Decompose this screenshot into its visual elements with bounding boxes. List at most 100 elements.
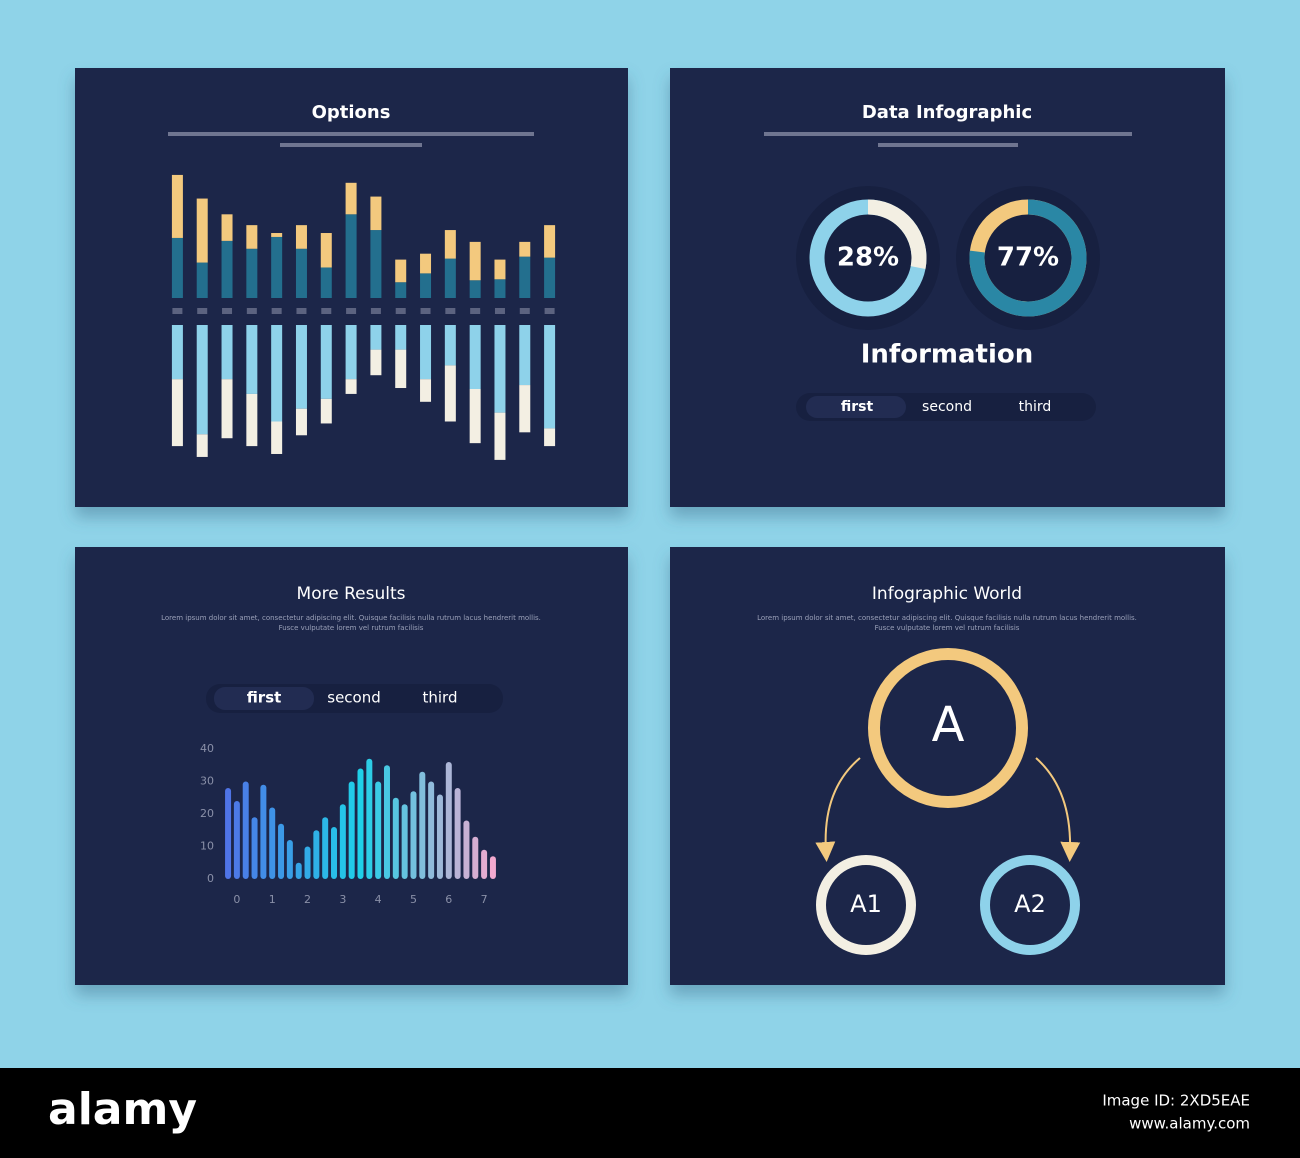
- bar: [428, 781, 435, 879]
- bar: [295, 862, 302, 879]
- axis-label-placeholder: [321, 308, 332, 314]
- body-text: Fusce vulputate lorem vel rutrum facilis…: [279, 624, 424, 632]
- bar-segment: [171, 237, 183, 298]
- bar-segment: [370, 349, 382, 376]
- bar-segment: [370, 230, 382, 298]
- bar-segment: [196, 262, 208, 298]
- bar-segment: [370, 325, 382, 350]
- y-tick-label: 20: [200, 807, 214, 820]
- bar-segment: [271, 421, 283, 454]
- tab-active[interactable]: [214, 687, 314, 710]
- node-circle: [980, 855, 1080, 955]
- image-id: Image ID: 2XD5EAE: [1102, 1092, 1250, 1110]
- axis-label-placeholder: [395, 308, 406, 314]
- node-circle: [816, 855, 916, 955]
- bar-segment: [196, 434, 208, 457]
- axis-label-placeholder: [296, 308, 307, 314]
- bar-segment: [494, 279, 506, 298]
- arrow: [1035, 757, 1081, 862]
- donut-label: 77%: [997, 243, 1059, 273]
- tab[interactable]: second: [922, 399, 972, 415]
- bar: [366, 758, 373, 879]
- bar-segment: [345, 325, 357, 380]
- bar-segment: [395, 325, 407, 350]
- bar-segment: [295, 248, 307, 298]
- tab[interactable]: first: [841, 399, 874, 415]
- bar-segment: [171, 379, 183, 447]
- axis-label-placeholder: [544, 308, 555, 314]
- placeholder-line: [168, 132, 534, 136]
- body-text: Fusce vulputate lorem vel rutrum facilis…: [875, 624, 1020, 632]
- bar-segment: [444, 365, 456, 422]
- bar-segment: [469, 325, 481, 389]
- y-tick-label: 40: [200, 742, 214, 755]
- body-text: Lorem ipsum dolor sit amet, consectetur …: [757, 614, 1137, 622]
- bar: [454, 788, 461, 879]
- bar-segment: [320, 398, 332, 424]
- bar-segment: [544, 225, 556, 258]
- node-label: A1: [850, 890, 882, 918]
- y-tick-label: 30: [200, 775, 214, 788]
- tab-active[interactable]: [806, 396, 906, 418]
- bar-segment: [171, 325, 183, 380]
- axis-label-placeholder: [222, 308, 233, 314]
- axis-label-placeholder: [271, 308, 282, 314]
- bar-segment: [345, 214, 357, 298]
- bar-segment: [494, 325, 506, 413]
- bar: [225, 788, 232, 879]
- x-tick-label: 3: [339, 893, 346, 906]
- bar: [410, 791, 417, 879]
- bar-segment: [295, 408, 307, 436]
- bar-segment: [370, 196, 382, 231]
- bar: [251, 817, 258, 879]
- bar-segment: [221, 325, 233, 380]
- bar-segment: [221, 379, 233, 439]
- axis-label-placeholder: [246, 308, 257, 314]
- bar: [313, 830, 320, 879]
- tab[interactable]: second: [327, 689, 381, 707]
- bar-segment: [444, 258, 456, 298]
- placeholder-line: [280, 143, 422, 147]
- bar-segment: [469, 241, 481, 281]
- panel: [75, 547, 628, 985]
- bar-segment: [519, 256, 531, 298]
- bar: [472, 836, 479, 879]
- x-tick-label: 7: [481, 893, 488, 906]
- bar-segment: [544, 325, 556, 429]
- x-tick-label: 5: [410, 893, 417, 906]
- bar-segment: [519, 385, 531, 433]
- bar: [269, 807, 276, 879]
- bar-segment: [519, 325, 531, 386]
- bar-segment: [246, 225, 258, 249]
- bar-segment: [494, 259, 506, 280]
- bar-segment: [246, 248, 258, 298]
- panel-title: Options: [312, 102, 391, 123]
- bar-segment: [444, 230, 456, 259]
- bar-segment: [544, 428, 556, 447]
- tab[interactable]: third: [423, 689, 458, 707]
- section-title: Information: [861, 340, 1034, 370]
- x-tick-label: 1: [269, 893, 276, 906]
- bar: [401, 804, 408, 879]
- bar-segment: [271, 325, 283, 422]
- bar: [322, 817, 329, 879]
- bar-segment: [246, 325, 258, 394]
- bar: [419, 771, 426, 879]
- axis-label-placeholder: [346, 308, 357, 314]
- bar: [375, 781, 382, 879]
- bar-segment: [395, 349, 407, 389]
- donut-arc: [867, 199, 927, 269]
- tab[interactable]: third: [1019, 399, 1052, 415]
- bar-segment: [221, 214, 233, 241]
- bar-segment: [544, 257, 556, 298]
- bar-segment: [271, 233, 283, 237]
- node-label: A2: [1014, 890, 1046, 918]
- panel-title: Infographic World: [872, 584, 1022, 604]
- placeholder-line: [764, 132, 1132, 136]
- tab[interactable]: first: [247, 689, 282, 707]
- axis-label-placeholder: [445, 308, 456, 314]
- bar: [357, 768, 364, 879]
- bar-segment: [320, 325, 332, 399]
